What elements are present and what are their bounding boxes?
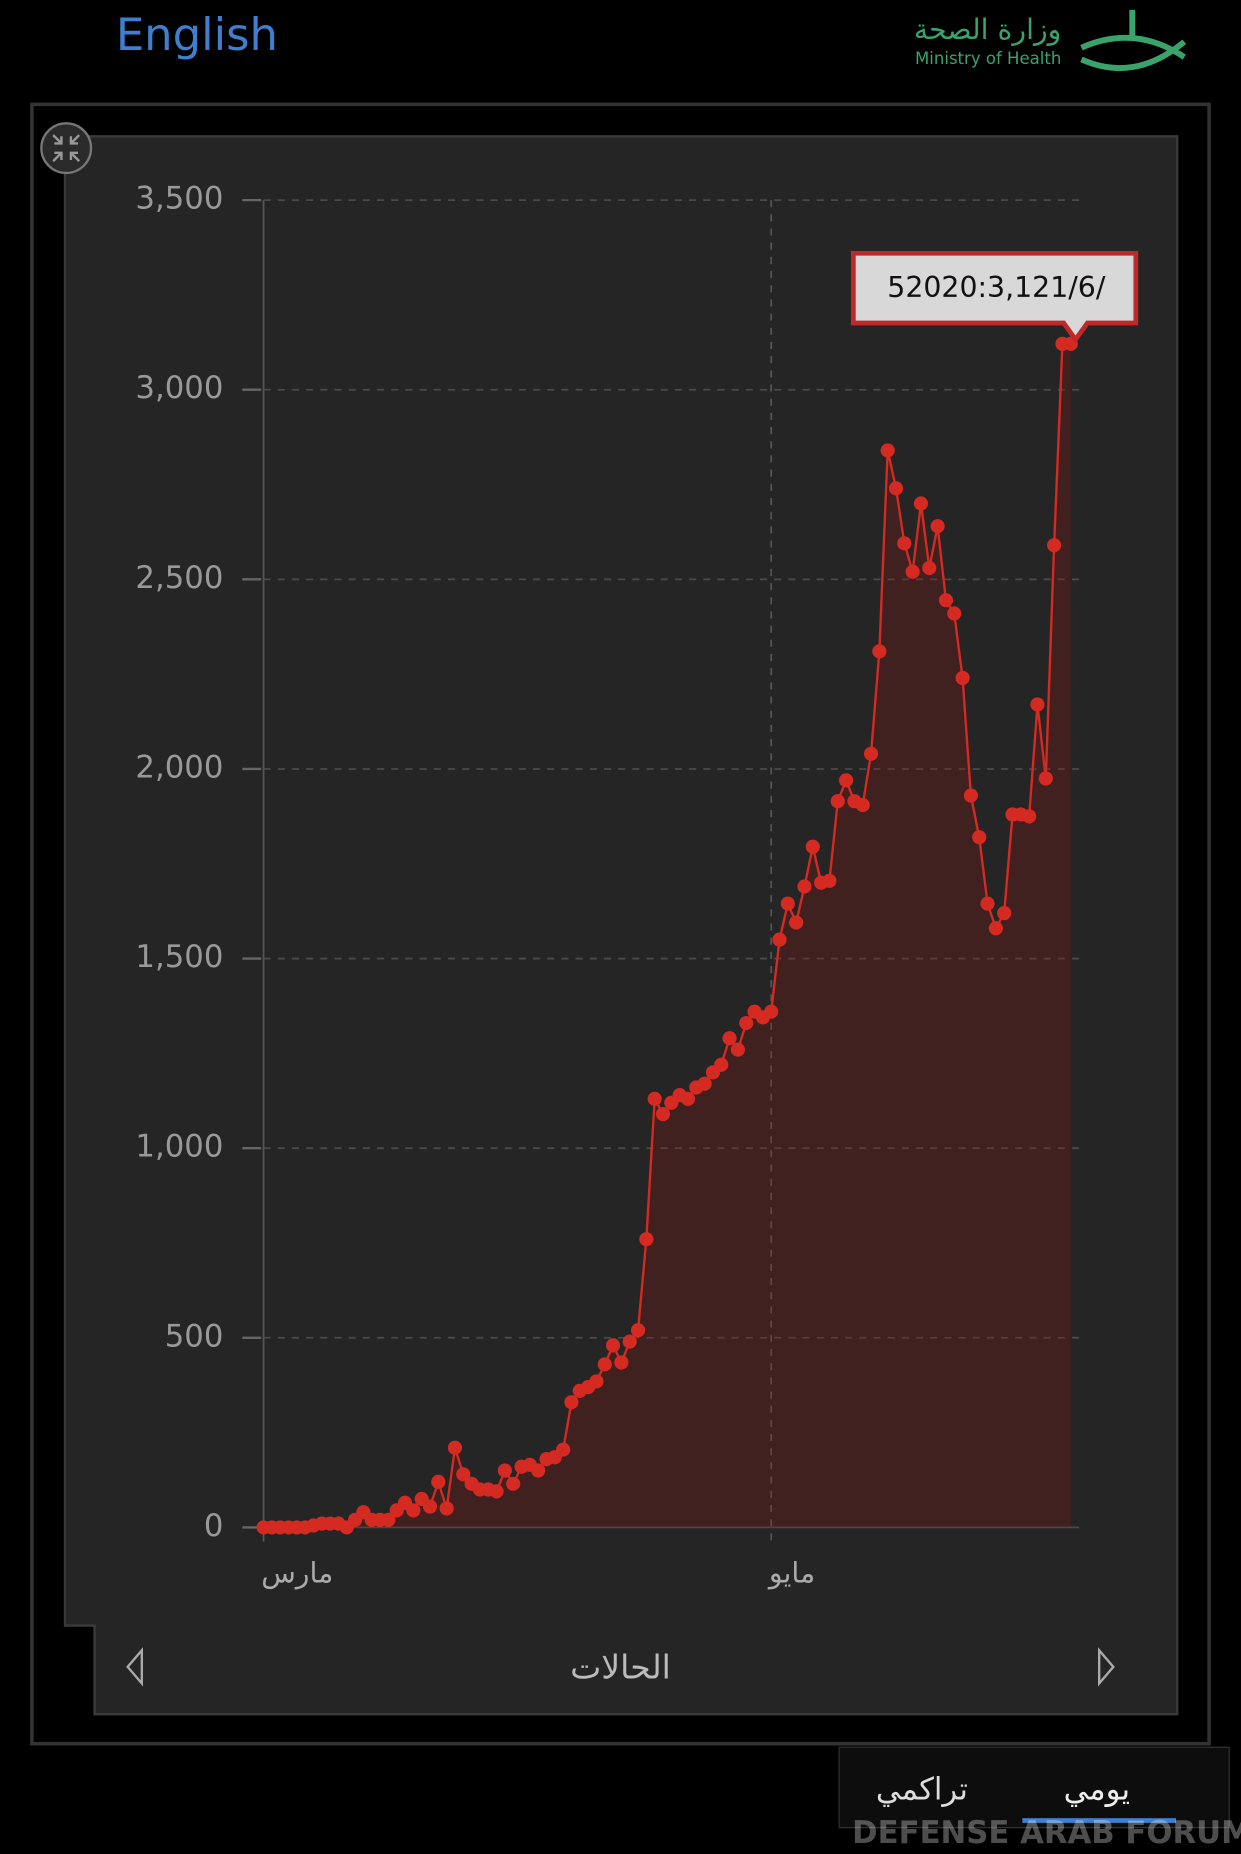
data-point: [772, 932, 787, 947]
x-tick-label: مارس: [261, 1557, 333, 1590]
data-point: [1038, 771, 1053, 786]
data-point: [913, 496, 929, 511]
logo-english: Ministry of Health: [915, 49, 1061, 68]
data-point: [822, 873, 837, 888]
data-point: [722, 1031, 737, 1046]
data-point: [972, 830, 987, 845]
data-point: [564, 1395, 579, 1410]
data-point: [789, 915, 804, 930]
data-point: [1047, 538, 1062, 553]
data-point: [830, 794, 845, 809]
data-point: [647, 1091, 662, 1106]
data-point: [805, 839, 820, 854]
data-point: [655, 1106, 671, 1122]
outer-frame: [30, 102, 1211, 1746]
data-point: [406, 1503, 421, 1518]
logo-emblem: [1080, 9, 1187, 72]
plot: 0 500 1,000 1,500 2,000 2,500 3,000 3,500 مارس ما…: [135, 181, 1080, 1590]
data-point: [622, 1334, 637, 1349]
data-point: [497, 1463, 512, 1478]
y-tick-label: 1,000: [135, 1129, 223, 1165]
data-point: [639, 1232, 654, 1247]
data-point: [680, 1091, 696, 1106]
data-point: [888, 481, 904, 496]
data-point: [381, 1512, 396, 1527]
area-fill: [263, 343, 1071, 1528]
data-point: [988, 921, 1003, 936]
data-point: [506, 1476, 521, 1491]
data-point: [714, 1057, 729, 1072]
data-point: [447, 1440, 463, 1455]
data-point: [589, 1374, 604, 1389]
data-point: [764, 1004, 779, 1019]
collapse-button[interactable]: [40, 122, 93, 175]
data-point: [863, 746, 879, 761]
y-tick-label: 0: [204, 1508, 224, 1544]
data-point: [922, 560, 937, 576]
x-tick-label: مايو: [767, 1557, 815, 1590]
y-tick-label: 500: [165, 1318, 224, 1354]
data-point: [605, 1338, 621, 1353]
data-point: [456, 1467, 471, 1482]
metric-label: الحالات: [570, 1648, 671, 1687]
data-point: [897, 536, 912, 551]
y-tick-label: 2,000: [135, 749, 223, 785]
watermark: DEFENSE ARAB FORUM: [852, 1815, 1241, 1851]
next-button[interactable]: [1097, 1647, 1115, 1687]
data-point: [930, 519, 945, 534]
data-point: [730, 1042, 745, 1057]
data-point: [439, 1501, 454, 1516]
data-point: [531, 1463, 546, 1478]
tooltip-text: 52020:3,121/6/: [887, 271, 1106, 304]
tab-indicator: [1022, 1818, 1176, 1823]
prev-button[interactable]: [126, 1647, 144, 1687]
tab-cumulative[interactable]: تراكمي: [876, 1771, 968, 1807]
y-tick-label: 3,500: [135, 181, 223, 217]
y-tick-label: 1,500: [135, 939, 223, 975]
data-point: [980, 896, 995, 911]
data-point: [431, 1474, 446, 1489]
data-point: [614, 1355, 629, 1370]
data-point: [872, 644, 887, 659]
data-point: [797, 879, 812, 894]
data-point: [1030, 697, 1045, 712]
data-point: [963, 788, 978, 803]
data-point: [938, 593, 954, 608]
tooltip: 52020:3,121/6/: [850, 250, 1139, 344]
tab-bar: [838, 1746, 1230, 1829]
language-link[interactable]: English: [116, 8, 278, 61]
y-tick-label: 2,500: [135, 560, 223, 596]
data-point: [905, 564, 920, 579]
y-tick-label: 3,000: [135, 370, 223, 406]
data-point: [955, 670, 970, 686]
data-point: [489, 1484, 504, 1499]
data-point: [697, 1076, 712, 1091]
data-point: [997, 905, 1012, 921]
data-point: [880, 443, 895, 458]
data-point: [780, 896, 795, 911]
data-point: [1022, 809, 1037, 824]
data-point: [422, 1499, 438, 1514]
data-point: [630, 1323, 646, 1338]
data-point: [855, 797, 870, 813]
data-point: [947, 606, 962, 621]
data-point: [739, 1015, 754, 1031]
data-point: [597, 1357, 612, 1372]
data-point: [838, 773, 854, 788]
logo-arabic: وزارة الصحة: [914, 13, 1061, 46]
chart-panel: [63, 135, 1179, 1716]
data-point: [556, 1442, 571, 1457]
tab-daily[interactable]: يومي: [1064, 1771, 1130, 1807]
